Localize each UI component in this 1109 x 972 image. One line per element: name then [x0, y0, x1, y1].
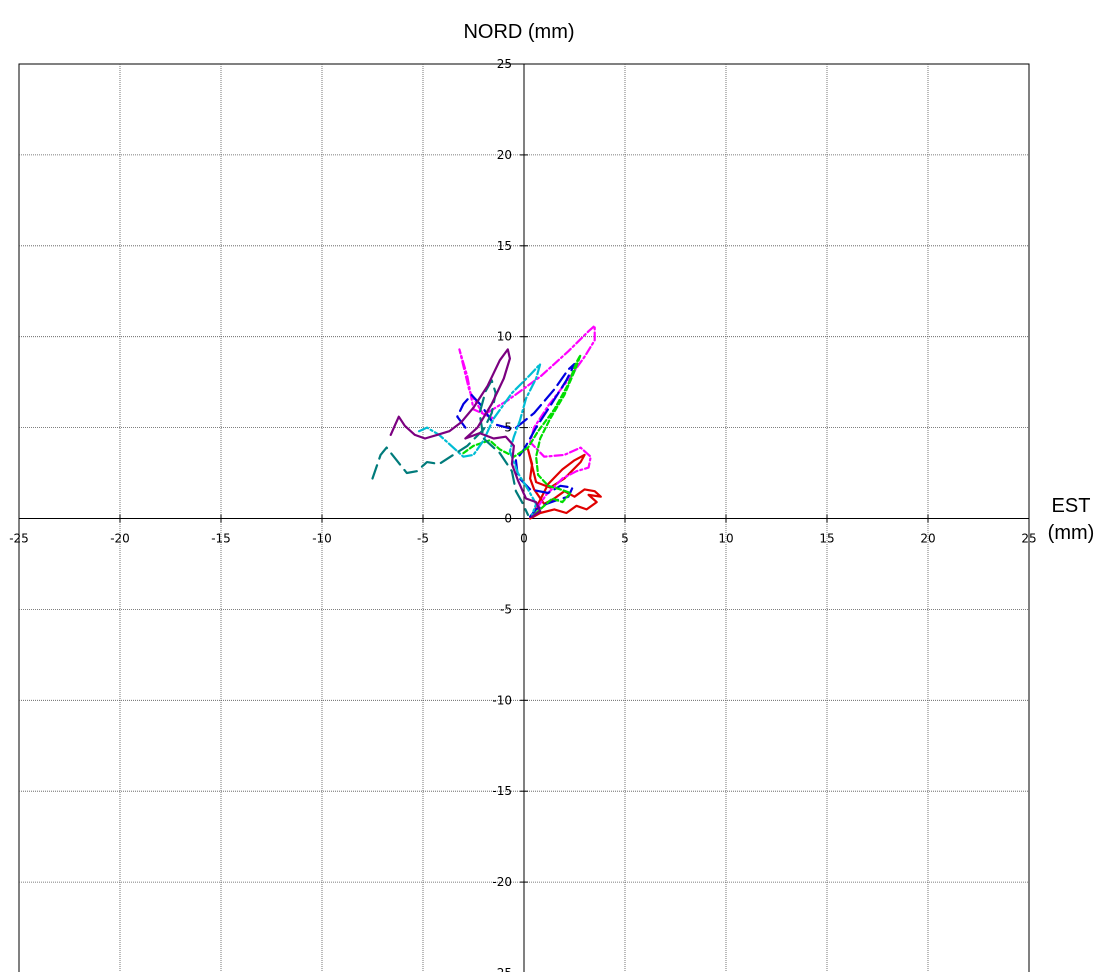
y-tick-label: -15 [492, 784, 512, 798]
series-line-3 [456, 362, 576, 518]
x-tick-label: -25 [9, 532, 29, 546]
y-tick-label: -10 [492, 693, 512, 707]
y-tick-label: 15 [497, 239, 512, 253]
x-tick-label: -20 [110, 532, 130, 546]
x-tick-label: -15 [211, 532, 231, 546]
series-line-6 [371, 379, 530, 516]
x-tick-label: 10 [718, 532, 733, 546]
y-tick-label: 5 [504, 421, 512, 435]
series-line-7 [389, 348, 542, 518]
chart-tick-labels: -25 -20 -15 -10 -5 0 5 10 15 20 25 25 20 15 10 5 0 -5 -10 -… [9, 57, 1036, 972]
y-tick-label: -20 [492, 875, 512, 889]
y-tick-label: 20 [497, 148, 512, 162]
x-tick-label: 15 [819, 532, 834, 546]
x-tick-label: -10 [312, 532, 332, 546]
series-line-5 [417, 362, 542, 516]
x-axis-title-line2: (mm) [1048, 522, 1095, 544]
chart-series-group [371, 324, 602, 520]
x-tick-label: 20 [920, 532, 935, 546]
y-tick-label: 25 [497, 57, 512, 71]
x-tick-label: -5 [417, 532, 429, 546]
y-axis-title: NORD (mm) [463, 21, 574, 43]
y-tick-label: -25 [492, 966, 512, 972]
x-axis-title-line1: EST [1052, 495, 1091, 517]
chart-axes [18, 63, 1030, 972]
y-tick-label: 0 [504, 512, 512, 526]
x-tick-label: 5 [621, 532, 629, 546]
y-tick-label: -5 [500, 602, 512, 616]
y-tick-label: 10 [497, 330, 512, 344]
x-tick-label: 0 [520, 532, 528, 546]
x-tick-label: 25 [1021, 532, 1036, 546]
